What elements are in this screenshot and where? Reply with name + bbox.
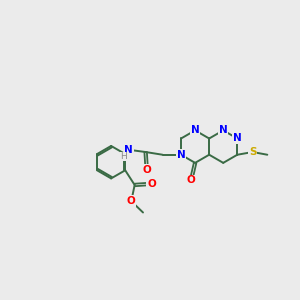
Text: H: H (120, 152, 127, 161)
Text: N: N (233, 134, 242, 143)
Text: O: O (127, 196, 136, 206)
Text: N: N (191, 125, 200, 135)
Text: N: N (124, 145, 133, 155)
Text: N: N (219, 125, 228, 135)
Text: N: N (177, 150, 185, 160)
Text: O: O (187, 176, 195, 185)
Text: O: O (147, 179, 156, 189)
Text: S: S (249, 147, 256, 157)
Text: O: O (142, 165, 151, 175)
